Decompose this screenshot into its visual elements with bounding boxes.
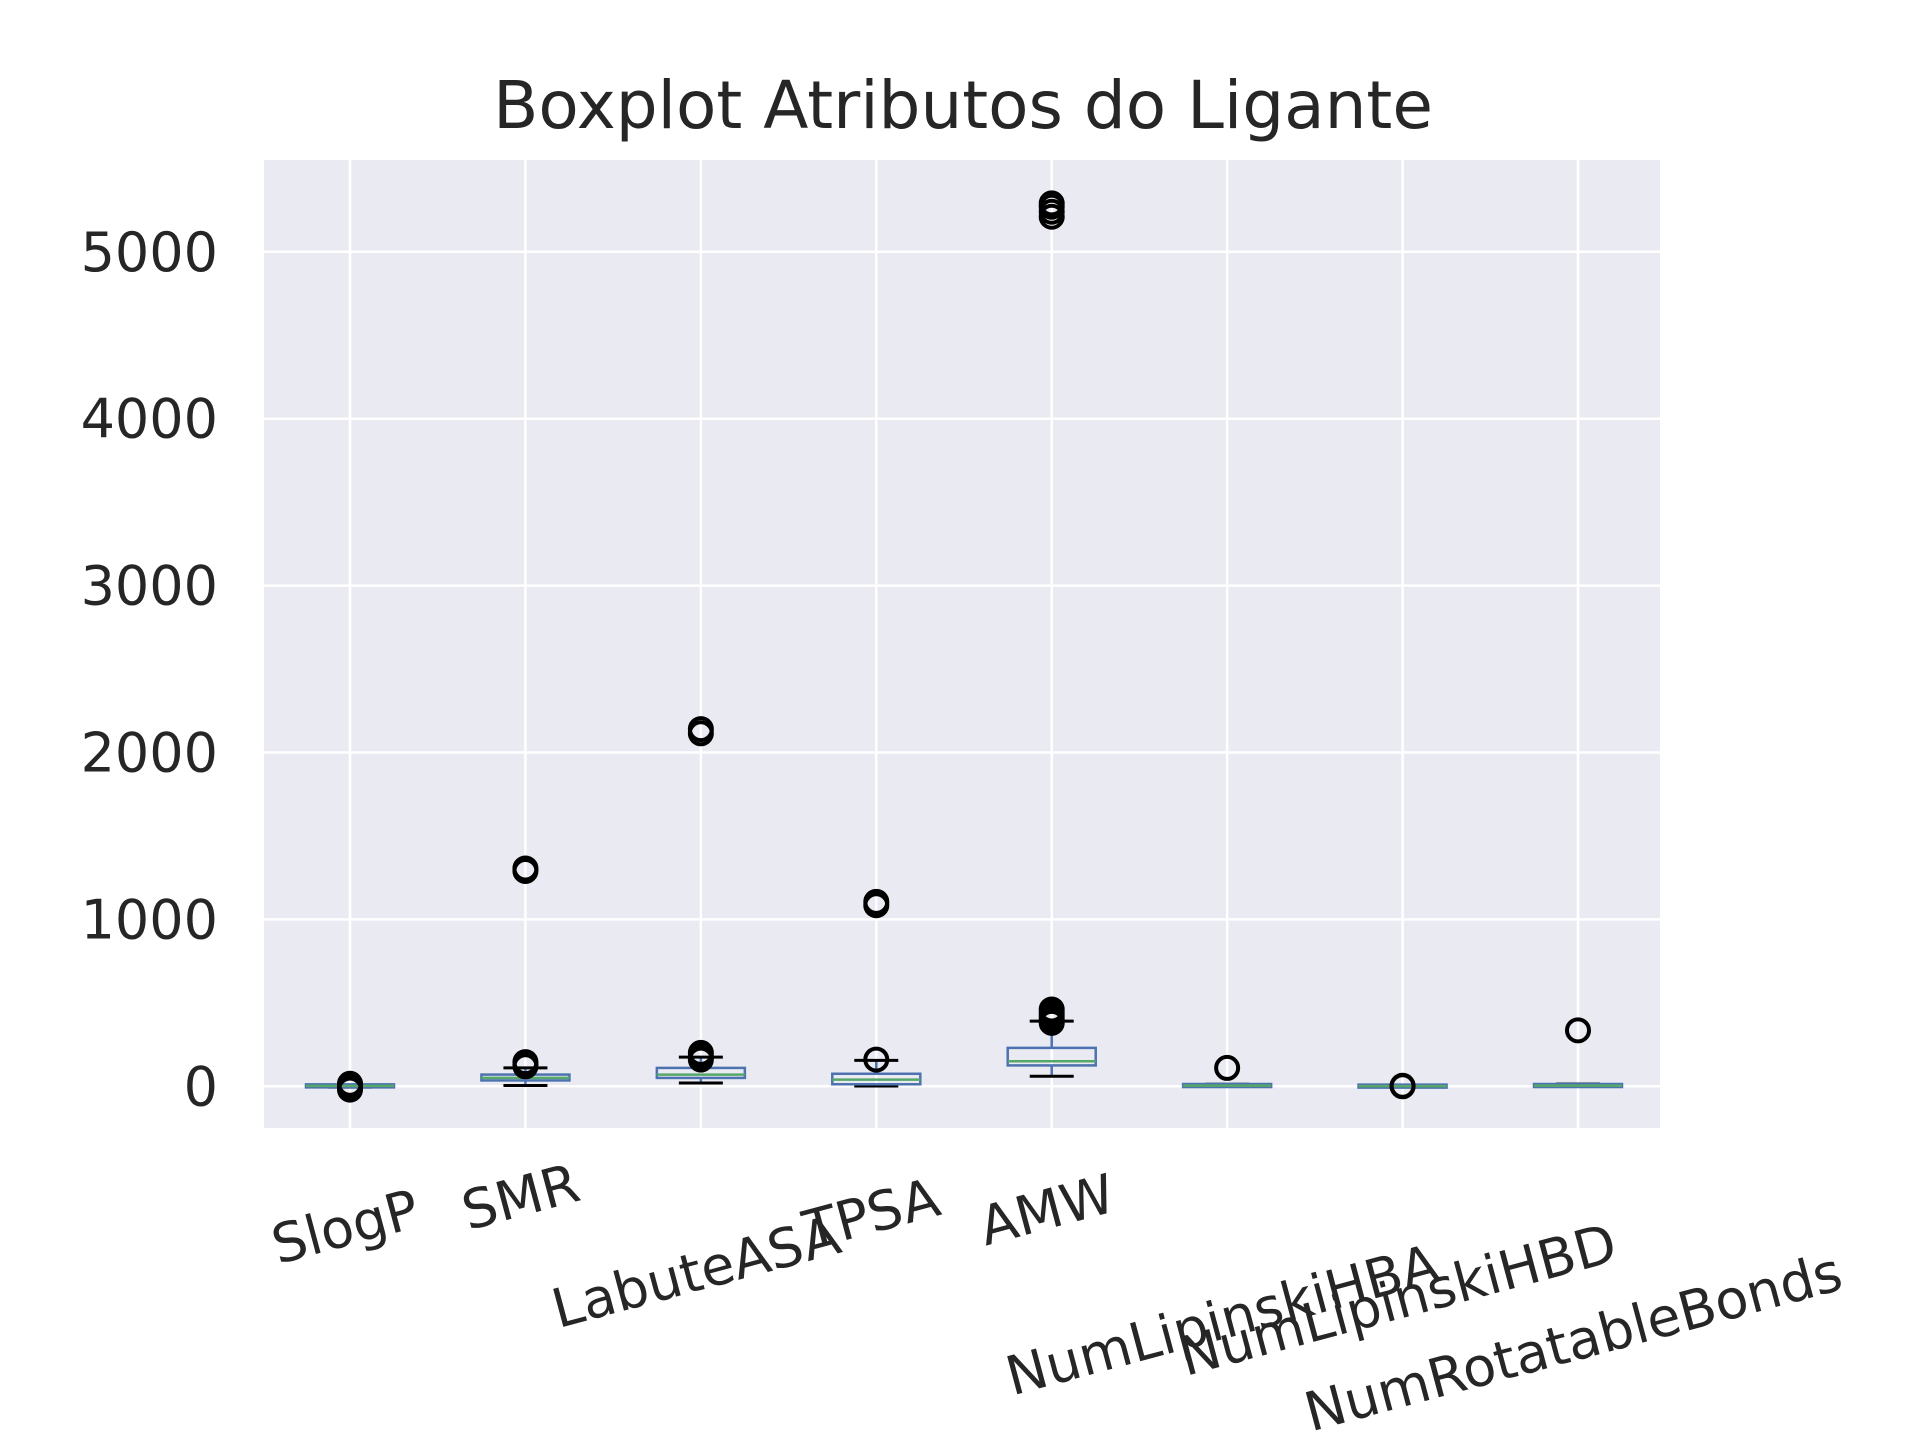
flier-point — [1038, 190, 1065, 217]
flier-point — [1214, 1054, 1241, 1081]
flier-point — [1389, 1072, 1416, 1099]
x-tick-label: TPSA — [796, 1166, 946, 1263]
box-iqr — [1006, 1046, 1097, 1067]
flier-point — [1565, 1017, 1591, 1044]
box-tpsa — [831, 888, 922, 1088]
flier-point — [1038, 996, 1065, 1023]
y-tick-label: 2000 — [81, 721, 218, 784]
x-tick-label: SlogP — [265, 1177, 425, 1276]
flier-point — [863, 1046, 890, 1073]
flier-point — [687, 1039, 714, 1066]
flier-point — [687, 716, 714, 743]
y-tick-label: 4000 — [81, 388, 218, 451]
boxes — [304, 190, 1624, 1103]
flier-point — [337, 1070, 363, 1097]
box-numlipinskihbd — [1357, 1072, 1448, 1100]
box-numlipinskihba — [1181, 1054, 1273, 1089]
box-smr — [480, 855, 571, 1087]
grid-lines — [264, 160, 1660, 1128]
y-axis-ticks: 0 1000 2000 3000 4000 5000 — [81, 221, 218, 1118]
plot-area — [264, 160, 1660, 1128]
box-slogp — [304, 1070, 396, 1103]
x-tick-label: SMR — [455, 1151, 586, 1242]
x-tick-label: LabuteASA — [545, 1203, 847, 1340]
box-amw — [1006, 190, 1097, 1078]
box-numrotatablebonds — [1532, 1017, 1624, 1089]
box-labuteasa — [655, 716, 747, 1085]
y-tick-label: 5000 — [81, 221, 218, 284]
chart-title: Boxplot Atributos do Ligante — [493, 67, 1433, 144]
flier-point — [512, 855, 539, 882]
flier-point — [863, 888, 890, 915]
y-tick-label: 3000 — [81, 555, 218, 618]
x-tick-label: AMW — [973, 1162, 1122, 1258]
flier-point — [512, 1049, 539, 1076]
y-tick-label: 1000 — [81, 888, 218, 951]
y-tick-label: 0 — [184, 1055, 218, 1118]
